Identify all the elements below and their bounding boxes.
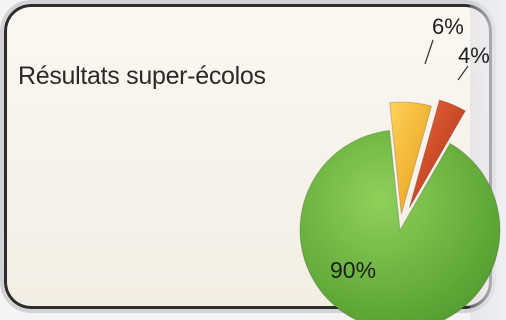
- slice-label-6: 6%: [432, 14, 464, 39]
- chart-title: Résultats super-écolos: [18, 62, 266, 90]
- pie-slice-90: [299, 129, 501, 320]
- slice-label-90: 90%: [330, 257, 376, 283]
- pie-slice-6: [389, 101, 433, 215]
- leader-line-4: [457, 65, 469, 81]
- slice-label-4: 4%: [458, 43, 490, 68]
- leader-line-6: [424, 39, 434, 65]
- pie-slice-4: [408, 99, 466, 209]
